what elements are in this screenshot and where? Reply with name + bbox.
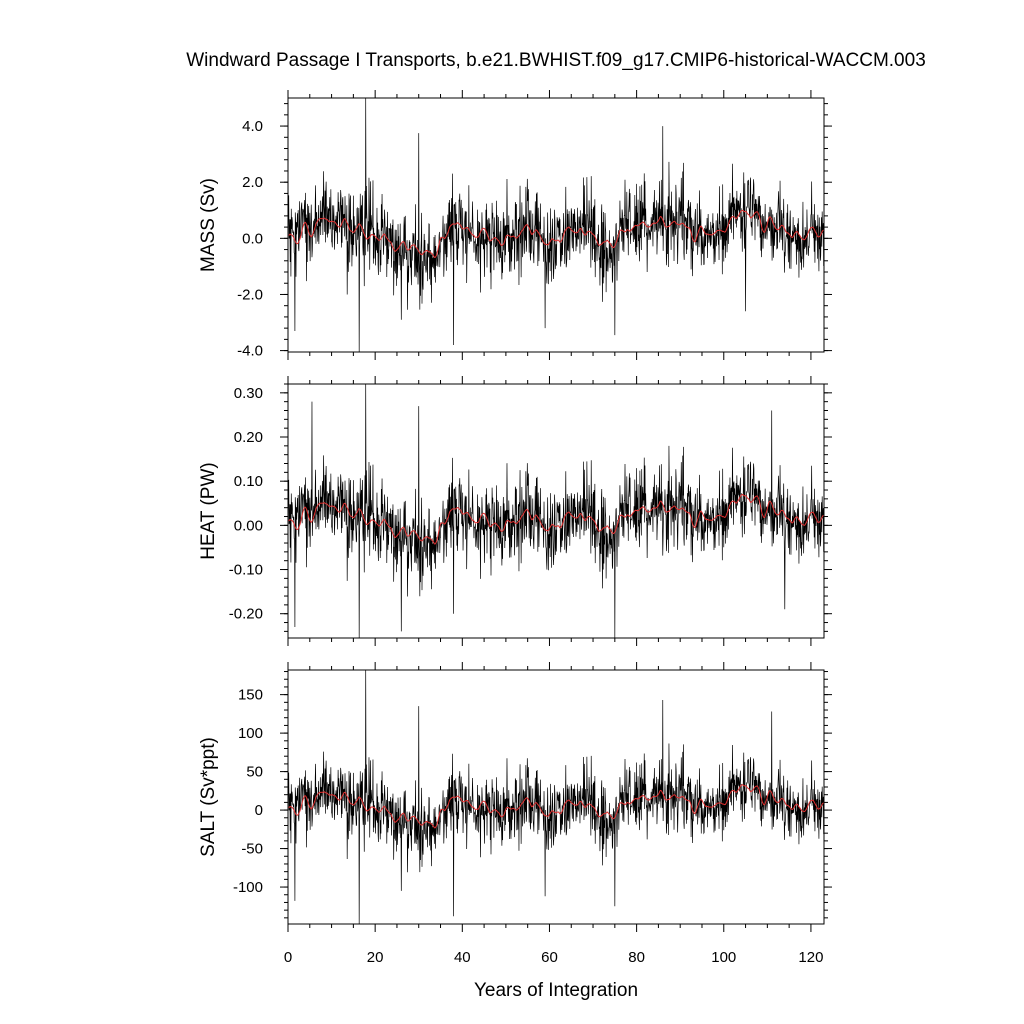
panel-salt: 150 100 50 0 -50 -100 SALT (Sv*ppt) 0 20 40 60 80 10… bbox=[198, 662, 832, 966]
y-axis-label-salt: SALT (Sv*ppt) bbox=[198, 737, 219, 857]
x-tick-label: 100 bbox=[711, 949, 736, 966]
y-tick-label: -100 bbox=[233, 879, 263, 896]
y-tick-label: 4.0 bbox=[242, 118, 263, 135]
x-axis-label: Years of Integration bbox=[474, 980, 638, 1001]
series-monthly-salt bbox=[287, 669, 824, 925]
y-tick-label: -2.0 bbox=[237, 286, 263, 303]
y-tick-label: 0.20 bbox=[234, 429, 263, 446]
series-monthly-mass bbox=[287, 97, 824, 353]
series-annual-mass bbox=[287, 209, 825, 259]
panel-mass: 4.0 2.0 0.0 -2.0 -4.0 MASS (Sv) bbox=[198, 90, 832, 360]
y-tick-label: -0.20 bbox=[229, 606, 263, 623]
y-tick-label: 0.00 bbox=[234, 517, 263, 534]
series-monthly-heat bbox=[287, 383, 824, 639]
y-tick-label: 0.0 bbox=[242, 230, 263, 247]
x-tick-label: 20 bbox=[367, 949, 384, 966]
series-annual-heat bbox=[287, 493, 825, 545]
y-tick-label: -0.10 bbox=[229, 562, 263, 579]
y-axis-label-heat: HEAT (PW) bbox=[198, 462, 219, 559]
y-tick-label: 0.10 bbox=[234, 473, 263, 490]
series-annual-salt bbox=[287, 784, 825, 829]
x-tick-label: 80 bbox=[628, 949, 645, 966]
plot-frame-heat bbox=[287, 383, 825, 639]
y-tick-label: -50 bbox=[241, 841, 263, 858]
y-tick-label: 0 bbox=[255, 802, 263, 819]
y-tick-label: 100 bbox=[238, 725, 263, 742]
plot-frame-mass bbox=[287, 97, 825, 353]
x-tick-label: 40 bbox=[454, 949, 471, 966]
y-tick-label: 50 bbox=[246, 764, 263, 781]
y-tick-label: 0.30 bbox=[234, 385, 263, 402]
y-tick-label: -4.0 bbox=[237, 343, 263, 360]
x-tick-label: 60 bbox=[541, 949, 558, 966]
panel-heat: 0.30 0.20 0.10 0.00 -0.10 -0.20 HEAT (PW) bbox=[198, 376, 832, 646]
y-tick-label: 2.0 bbox=[242, 174, 263, 191]
x-tick-label: 0 bbox=[284, 949, 292, 966]
x-tick-label: 120 bbox=[798, 949, 823, 966]
y-axis-label-mass: MASS (Sv) bbox=[198, 178, 219, 272]
chart-title: Windward Passage I Transports, b.e21.BWH… bbox=[186, 50, 926, 71]
plot-frame-salt bbox=[287, 669, 825, 925]
y-tick-label: 150 bbox=[238, 687, 263, 704]
